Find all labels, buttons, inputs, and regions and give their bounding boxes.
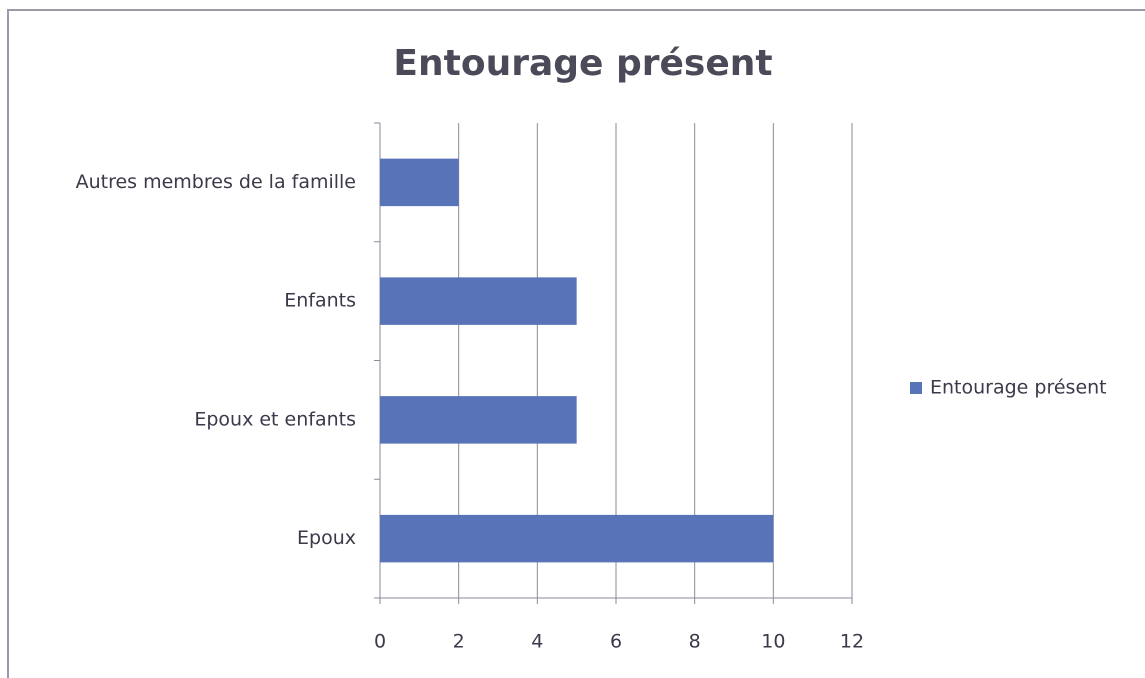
y-tick-label: Epoux et enfants [194,408,356,430]
y-tick-label: Enfants [284,290,356,312]
legend-swatch [910,382,922,394]
bar [380,158,459,207]
x-tick-label: 12 [840,631,864,653]
x-tick-label: 2 [453,631,465,653]
x-tick-label: 6 [610,631,622,653]
x-tick-label: 0 [374,631,386,653]
frame [7,9,1145,678]
x-tick-label: 10 [761,631,785,653]
bar [380,396,577,444]
legend-label: Entourage présent [930,377,1107,399]
bar [380,514,774,563]
bar [380,277,577,325]
y-tick-label: Autres membres de la famille [76,171,356,193]
chart-title: Entourage présent [393,43,772,84]
x-tick-label: 4 [531,631,543,653]
x-tick-label: 8 [689,631,701,653]
y-tick-label: Epoux [297,527,356,549]
